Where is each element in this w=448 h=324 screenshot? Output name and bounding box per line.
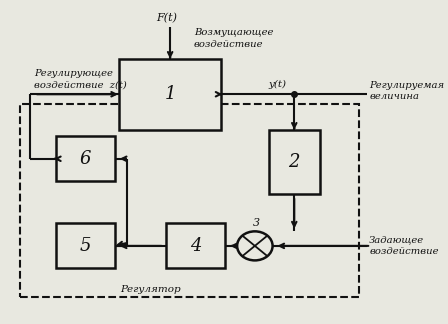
Bar — [21, 104, 359, 297]
Text: 2: 2 — [289, 153, 300, 171]
Text: 5: 5 — [80, 237, 91, 255]
Text: Регулирующее
воздействие  z(t): Регулирующее воздействие z(t) — [34, 69, 127, 89]
Text: Возмущающее
воздействие: Возмущающее воздействие — [194, 28, 273, 49]
Text: 3: 3 — [253, 218, 260, 228]
Bar — [166, 223, 225, 269]
Text: y(t): y(t) — [268, 80, 286, 89]
Bar — [119, 59, 221, 130]
Circle shape — [237, 231, 272, 260]
Text: F(t): F(t) — [156, 13, 177, 23]
Bar — [269, 130, 320, 194]
Bar — [56, 136, 115, 181]
Text: Регулируемая
величина: Регулируемая величина — [369, 81, 444, 101]
Bar — [56, 223, 115, 269]
Text: Регулятор: Регулятор — [120, 285, 181, 294]
Text: 6: 6 — [80, 150, 91, 168]
Text: Задающее
воздействие: Задающее воздействие — [369, 236, 439, 256]
Text: 4: 4 — [190, 237, 202, 255]
Text: 1: 1 — [164, 85, 176, 103]
